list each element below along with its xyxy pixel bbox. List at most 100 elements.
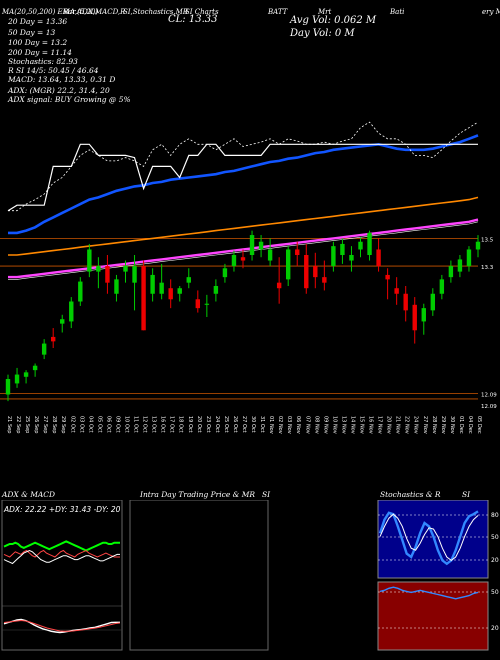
candle-body [150,274,155,294]
indicator-panels: ADX: 22.22 +DY: 31.43 -DY: 20 80 50 20 5… [1,500,499,651]
candle-body [448,266,454,278]
sma50-label: 50 Day = 13 [8,28,56,37]
candle-body [322,277,327,283]
candle-body [177,288,182,294]
candle-body [403,293,408,311]
candle-body [267,249,273,261]
macd-line [3,618,120,634]
candle-body [385,274,390,280]
date-label: 14 Nov [349,416,355,434]
date-label: 02 Nov [277,416,283,434]
adx-line: ADX: (MGR) 22.2, 31.4, 20 [8,86,110,95]
date-label: 08 Nov [313,416,319,434]
stoch-d-line [379,513,479,562]
date-label: 11 Oct [133,416,139,433]
date-label: 28 Sep [51,416,57,433]
date-label: 26 Sep [33,416,39,433]
pdi-line [3,540,120,552]
date-label: 24 Nov [413,416,419,434]
date-label: 03 Nov [286,416,292,434]
macd-signal-line [3,619,121,632]
header-title-1: MA(20,50,200) EMA (5,20) [2,8,99,16]
candle-body [96,266,101,272]
stoch-panel-title: Stochastics & R [380,490,441,499]
header-title-3: SI,Stochastics,MR [123,8,189,16]
intraday-panel-frame [129,500,269,651]
price-levels: 13.5 13.3 12.09 12.09 [0,237,497,410]
stoch-panel-frame [377,500,489,579]
date-label: 29 Nov [440,416,446,434]
date-label: 12 Oct [142,416,148,433]
price-level-label: 12.09 [481,404,497,410]
rsi-line [379,586,479,600]
date-label: 27 Oct [241,416,247,433]
adx-panel: ADX: 22.22 +DY: 31.43 -DY: 20 [1,500,123,651]
date-label: 20 Oct [196,416,202,433]
date-label: 23 Oct [205,416,211,433]
date-label: 30 Oct [250,416,256,433]
macd-label: MACD: 13.64, 13.33, 0.31 D [8,75,116,84]
close-price: CL: 13.33 [168,14,218,25]
candle-body [367,232,372,255]
header-title-2: Bar,ADX,MACD,R [63,8,126,16]
adx-line [3,549,120,565]
date-label: 25 Sep [24,416,30,433]
stoch-tick-80: 80 [491,512,499,519]
candle-body [313,266,318,278]
candle-body [439,279,445,294]
candle-body [168,288,173,300]
candle-body [69,301,74,322]
date-label: 27 Nov [422,416,428,434]
candle-body [123,266,128,272]
sma200-label: 200 Day = 11.14 [8,48,72,57]
rsi-tick-50: 50 [491,589,499,596]
stochastics-panel: 80 50 20 [377,500,499,579]
date-label: 10 Oct [124,416,130,433]
adx-panel-frame [1,500,123,651]
candle-body [421,308,426,322]
candle-body [258,241,264,250]
adx-panel-title: ADX & MACD [2,490,56,499]
date-label: 04 Dec [467,416,473,434]
candle-body [475,241,481,250]
candle-body [340,243,345,255]
sma20-line [7,143,478,212]
day-volume: Day Vol: 0 M [290,28,355,39]
mdi-line [3,549,120,558]
stoch-tick-20: 20 [491,557,499,564]
candle-body [14,374,20,384]
date-label: 24 Oct [214,416,220,433]
rsi-tick-20: 20 [491,625,499,632]
candle-body [304,255,309,289]
candle-body [222,268,228,278]
sma200-line [8,218,479,279]
sma50-line [8,134,479,235]
candles [5,230,481,402]
date-label: 15 Nov [359,416,365,434]
candle-body [358,241,363,250]
date-label: 27 Sep [42,416,48,433]
stoch-tick-50: 50 [491,534,499,541]
date-label: 06 Oct [105,416,111,433]
header-title-5: BATT [268,8,288,16]
candle-body [466,249,472,267]
ema-fast-line [8,121,479,212]
date-label: 28 Nov [431,416,437,434]
date-label: 04 Oct [87,416,93,433]
date-label: 13 Oct [151,416,157,433]
candle-body [50,336,56,342]
date-label: 26 Oct [232,416,238,433]
candle-body [231,255,237,267]
date-label: 17 Nov [377,416,383,434]
header-title-7: Bati [390,8,405,16]
date-label: 16 Nov [368,416,374,434]
date-label: 16 Oct [160,416,166,433]
rsi-panel: 50 20 [377,581,499,651]
adx-values: ADX: 22.22 +DY: 31.43 -DY: 20 [3,505,121,514]
candle-body [430,293,436,311]
candle-body [276,282,282,289]
date-label: 05 Dec [476,416,482,434]
date-label: 25 Oct [223,416,229,433]
candle-body [213,286,219,294]
